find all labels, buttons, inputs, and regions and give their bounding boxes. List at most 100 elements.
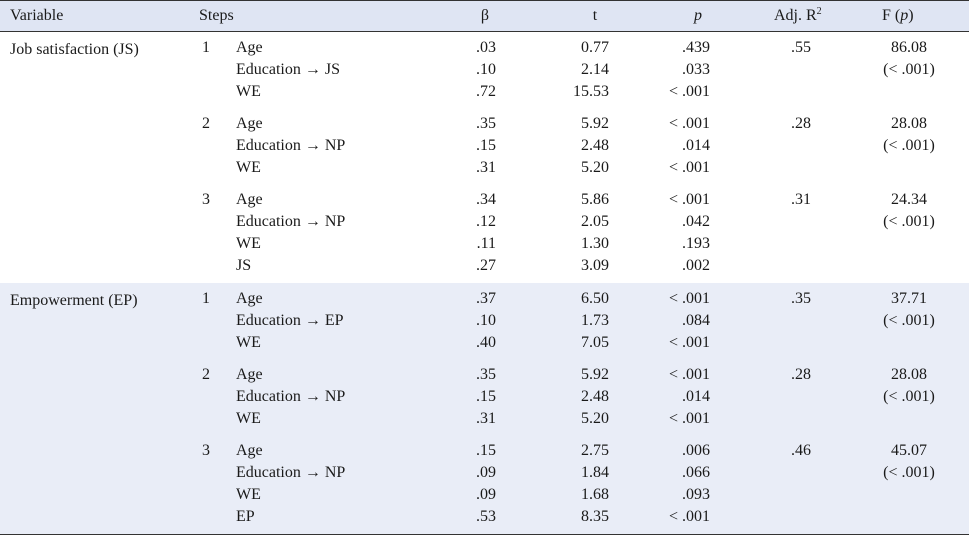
f-p-value: (< .001): [883, 213, 935, 230]
step-number: 3: [202, 442, 210, 459]
f-value: 86.08: [891, 39, 927, 56]
t-value: 1.84: [581, 464, 609, 481]
f-p-value: (< .001): [883, 137, 935, 154]
predictor-label: Age: [236, 115, 263, 132]
beta-value: .34: [476, 191, 496, 208]
header-adj-r2-superscript: 2: [816, 6, 822, 17]
f-value: 45.07: [891, 442, 927, 459]
p-value: .042: [682, 213, 710, 230]
predictor-label: Education → NP: [236, 464, 346, 481]
p-value: .093: [682, 486, 710, 503]
p-value: .193: [682, 235, 710, 252]
p-value: < .001: [668, 159, 710, 176]
header-adj-r2: Adj. R2: [774, 5, 822, 27]
beta-value: .10: [476, 312, 496, 329]
predictor-label: EP: [236, 508, 255, 525]
f-value: 28.08: [891, 366, 927, 383]
header-f-p: F (p): [882, 5, 914, 27]
predictor-label: WE: [236, 159, 261, 176]
header-f-suffix: ): [908, 7, 914, 24]
beta-value: .10: [476, 61, 496, 78]
beta-value: .11: [476, 235, 496, 252]
p-value: < .001: [668, 290, 710, 307]
p-value: .033: [682, 61, 710, 78]
beta-value: .31: [476, 159, 496, 176]
adj-r2-value: .55: [791, 39, 811, 56]
p-value: .439: [682, 39, 710, 56]
p-value: < .001: [668, 115, 710, 132]
f-value: 37.71: [891, 290, 927, 307]
p-value: < .001: [668, 366, 710, 383]
predictor-label: JS: [236, 257, 252, 274]
f-value: 28.08: [891, 115, 927, 132]
step-number: 3: [202, 191, 210, 208]
p-value: < .001: [668, 191, 710, 208]
p-value: < .001: [668, 508, 710, 525]
beta-value: .03: [476, 39, 496, 56]
t-value: 6.50: [581, 290, 609, 307]
t-value: 5.92: [581, 366, 609, 383]
beta-value: .53: [476, 508, 496, 525]
adj-r2-value: .28: [791, 115, 811, 132]
beta-value: .09: [476, 486, 496, 503]
predictor-label: Age: [236, 366, 263, 383]
predictor-label: Education → NP: [236, 213, 346, 230]
step-number: 2: [202, 366, 210, 383]
p-value: < .001: [668, 334, 710, 351]
t-value: 8.35: [581, 508, 609, 525]
predictor-label: Education → JS: [236, 61, 340, 78]
variable-name: Empowerment (EP): [10, 292, 138, 309]
beta-value: .12: [476, 213, 496, 230]
t-value: 0.77: [581, 39, 609, 56]
t-value: 3.09: [581, 257, 609, 274]
t-value: 2.75: [581, 442, 609, 459]
predictor-label: Age: [236, 191, 263, 208]
t-value: 1.30: [581, 235, 609, 252]
predictor-label: Age: [236, 39, 263, 56]
predictor-label: WE: [236, 410, 261, 427]
predictor-label: WE: [236, 334, 261, 351]
header-steps: Steps: [199, 7, 234, 24]
header-p: p: [694, 7, 702, 24]
adj-r2-value: .31: [791, 191, 811, 208]
beta-value: .40: [476, 334, 496, 351]
predictor-label: WE: [236, 486, 261, 503]
adj-r2-value: .35: [791, 290, 811, 307]
variable-name: Job satisfaction (JS): [10, 41, 139, 58]
p-value: .002: [682, 257, 710, 274]
predictor-label: Education → EP: [236, 312, 344, 329]
f-p-value: (< .001): [883, 61, 935, 78]
t-value: 2.48: [581, 137, 609, 154]
header-f-p-italic: p: [900, 7, 909, 24]
p-value: < .001: [668, 83, 710, 100]
t-value: 5.86: [581, 191, 609, 208]
beta-value: .35: [476, 115, 496, 132]
predictor-label: Education → NP: [236, 388, 346, 405]
table-header: Variable Steps β t p Adj. R2 F (p): [0, 0, 969, 32]
step-number: 1: [202, 39, 210, 56]
t-value: 7.05: [581, 334, 609, 351]
header-f-prefix: F (: [882, 7, 901, 24]
predictor-label: Education → NP: [236, 137, 346, 154]
t-value: 1.73: [581, 312, 609, 329]
beta-value: .15: [476, 442, 496, 459]
p-value: .066: [682, 464, 710, 481]
beta-value: .37: [476, 290, 496, 307]
predictor-label: Age: [236, 290, 263, 307]
beta-value: .15: [476, 388, 496, 405]
adj-r2-value: .46: [791, 442, 811, 459]
t-value: 15.53: [573, 83, 609, 100]
p-value: .014: [682, 137, 710, 154]
beta-value: .15: [476, 137, 496, 154]
f-p-value: (< .001): [883, 388, 935, 405]
t-value: 2.14: [581, 61, 609, 78]
t-value: 5.20: [581, 159, 609, 176]
f-p-value: (< .001): [883, 312, 935, 329]
p-value: .084: [682, 312, 710, 329]
beta-value: .72: [476, 83, 496, 100]
adj-r2-value: .28: [791, 366, 811, 383]
f-value: 24.34: [891, 191, 927, 208]
header-variable: Variable: [10, 7, 64, 24]
p-value: .014: [682, 388, 710, 405]
